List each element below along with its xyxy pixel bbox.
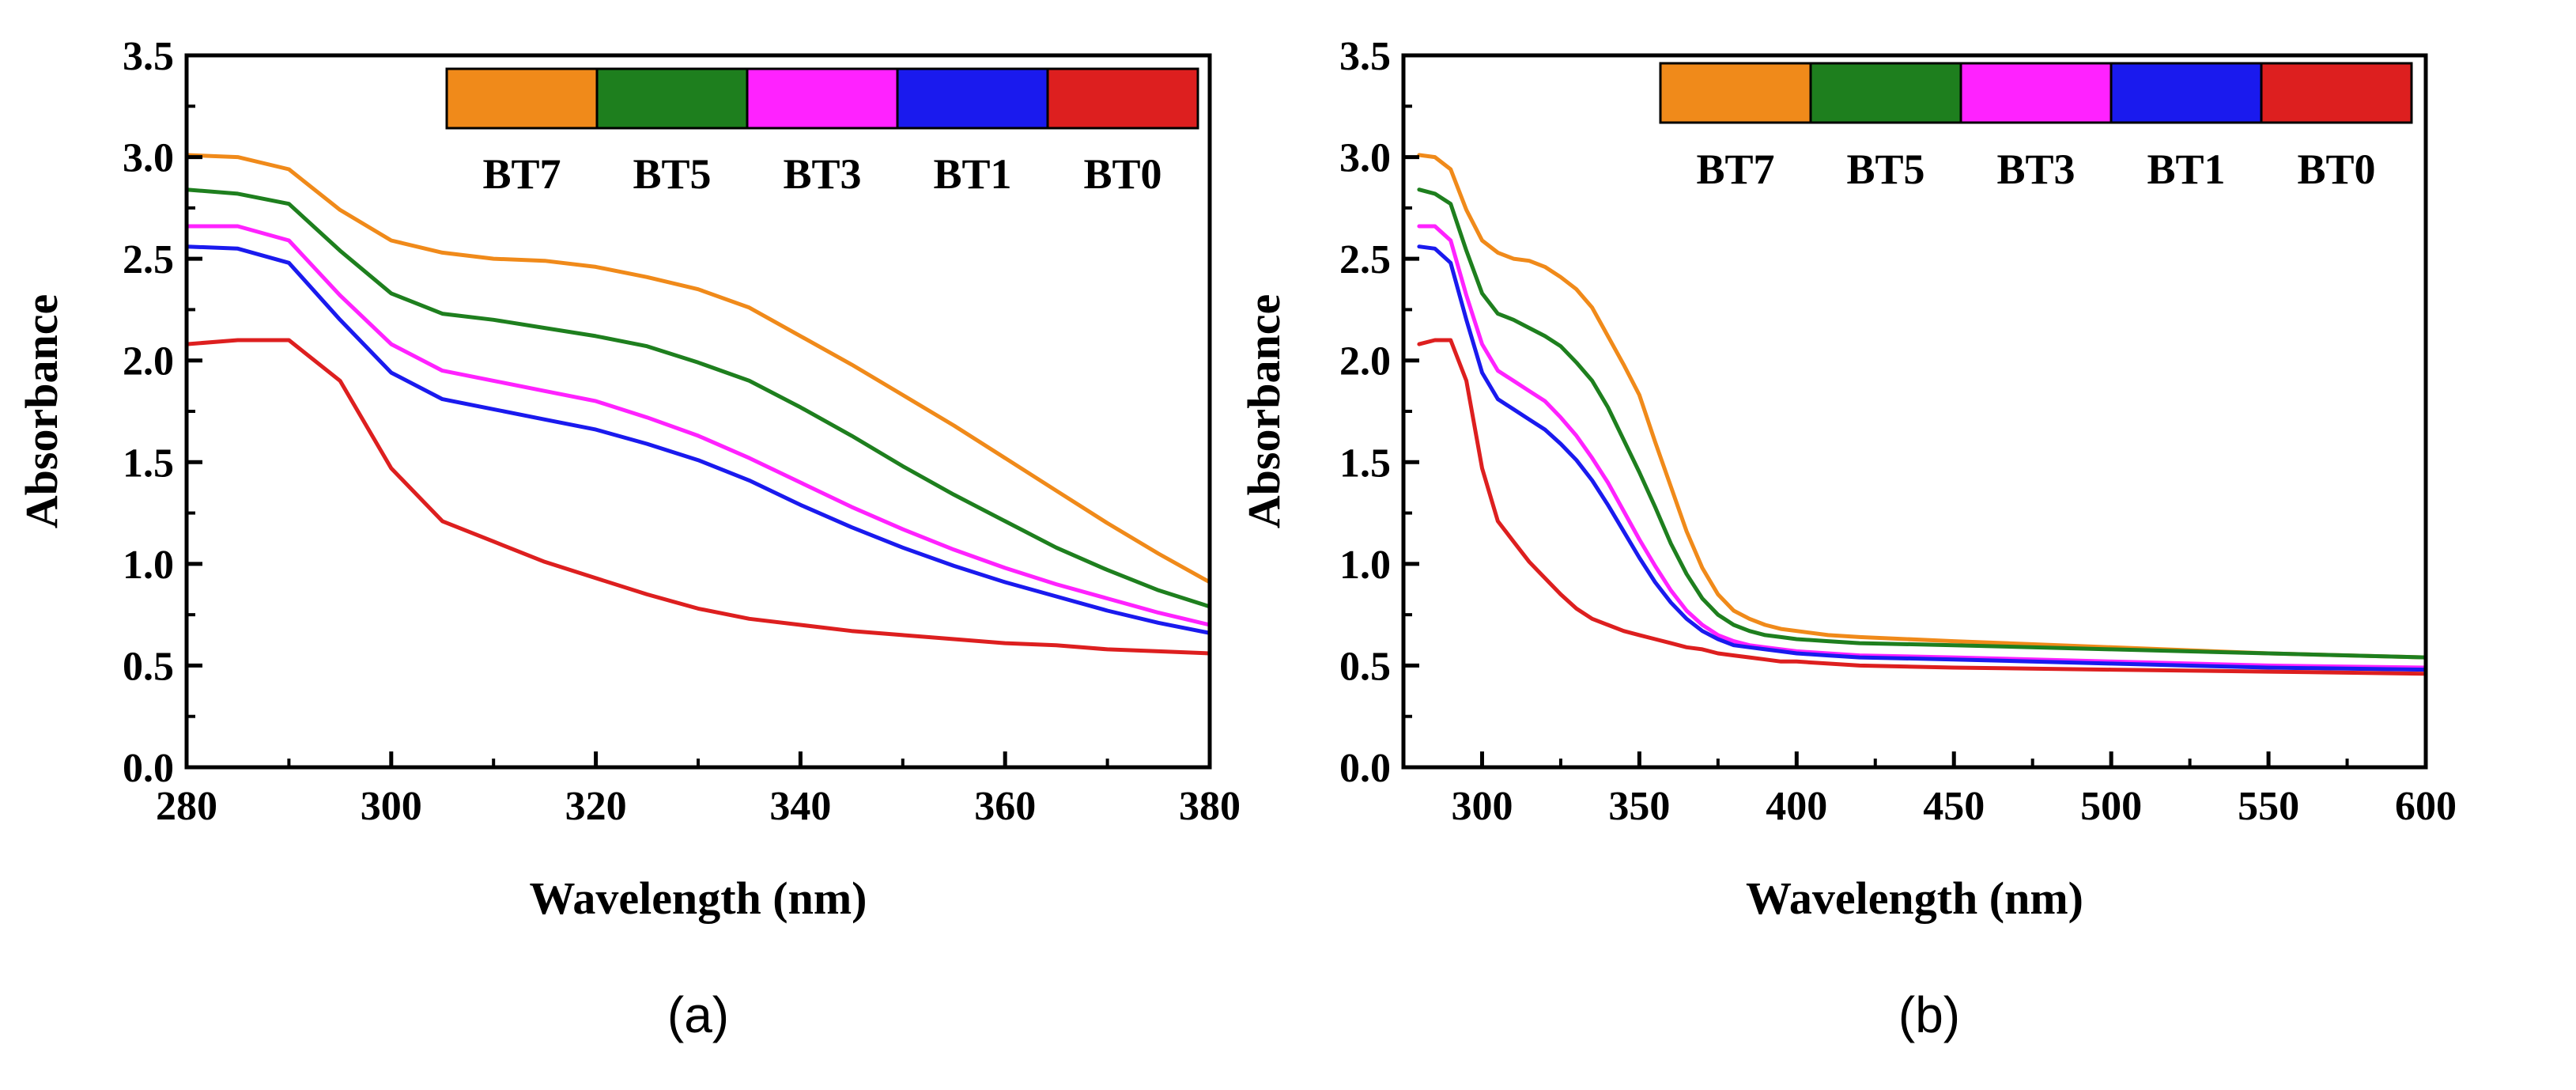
y-tick-label: 0.0 xyxy=(123,746,174,791)
series-line-bt1 xyxy=(1417,244,2428,672)
legend-label-bt0: BT0 xyxy=(2297,146,2375,193)
legend-label-bt1: BT1 xyxy=(2147,146,2225,193)
legend-label-bt0: BT0 xyxy=(1083,150,1161,198)
x-tick-label: 600 xyxy=(2395,784,2457,829)
panel-caption: (b) xyxy=(1898,986,1960,1043)
series-line-bt0 xyxy=(1417,338,2428,676)
series-line-bt3 xyxy=(1417,224,2428,670)
x-tick-label: 400 xyxy=(1766,784,1827,829)
legend-label-bt3: BT3 xyxy=(1996,146,2075,193)
y-tick-label: 0.0 xyxy=(1339,746,1391,791)
series-line-bt3 xyxy=(184,224,1212,627)
chart-panel-b: 0.0 0.5 1.0 1.5 2.0 2.5 3.0 3.5 300 350 400 450 500 5… xyxy=(1238,34,2457,1043)
legend-swatch-bt0 xyxy=(1046,67,1199,130)
y-axis-label: Absorbance xyxy=(1238,294,1290,528)
y-axis-label: Absorbance xyxy=(16,294,67,528)
x-tick-label: 550 xyxy=(2238,784,2299,829)
y-tick-label: 1.5 xyxy=(123,441,174,486)
legend-label-bt7: BT7 xyxy=(482,150,561,198)
legend-swatch-bt0 xyxy=(2260,62,2413,124)
legend-label-bt5: BT5 xyxy=(1846,146,1924,193)
y-tick-label: 2.0 xyxy=(123,339,174,384)
y-tick-label: 0.5 xyxy=(1339,644,1391,689)
series-line-bt7 xyxy=(184,153,1212,585)
y-tick-label: 1.0 xyxy=(1339,543,1391,588)
chart-panel-a: 0.0 0.5 1.0 1.5 2.0 2.5 3.0 3.5 280 300 320 340 360 3… xyxy=(16,34,1241,1043)
x-axis-label: Wavelength (nm) xyxy=(530,872,867,924)
legend-label-bt5: BT5 xyxy=(633,150,711,198)
legend-swatch-bt1 xyxy=(2110,62,2263,124)
legend-swatch-bt5 xyxy=(595,67,749,130)
series-line-bt7 xyxy=(1417,153,2428,660)
legend-swatch-bt5 xyxy=(1809,62,1962,124)
y-tick-label: 3.5 xyxy=(123,34,174,79)
x-tick-label: 350 xyxy=(1608,784,1670,829)
y-tick-label: 3.0 xyxy=(123,136,174,181)
legend-swatch-bt3 xyxy=(1959,62,2113,124)
series-line-bt5 xyxy=(1417,187,2428,660)
x-tick-label: 450 xyxy=(1923,784,1985,829)
legend-swatch-bt7 xyxy=(1659,62,1812,124)
y-tick-label: 2.0 xyxy=(1339,339,1391,384)
x-tick-label: 280 xyxy=(156,784,217,829)
legend-label-bt3: BT3 xyxy=(783,150,861,198)
y-tick-label: 3.5 xyxy=(1339,34,1391,79)
legend-swatch-bt7 xyxy=(445,67,599,130)
panel-caption: (a) xyxy=(667,986,729,1043)
legend-label-bt1: BT1 xyxy=(933,150,1011,198)
legend-swatch-bt3 xyxy=(746,67,899,130)
x-tick-label: 300 xyxy=(1451,784,1513,829)
y-tick-label: 2.5 xyxy=(123,237,174,282)
legend-label-bt7: BT7 xyxy=(1696,146,1774,193)
y-tick-label: 3.0 xyxy=(1339,136,1391,181)
x-tick-label: 320 xyxy=(565,784,627,829)
x-axis-label: Wavelength (nm) xyxy=(1746,872,2083,924)
y-tick-label: 1.5 xyxy=(1339,441,1391,486)
y-tick-label: 1.0 xyxy=(123,543,174,588)
x-tick-label: 300 xyxy=(361,784,422,829)
x-tick-label: 340 xyxy=(769,784,831,829)
x-tick-label: 380 xyxy=(1179,784,1241,829)
y-tick-label: 2.5 xyxy=(1339,237,1391,282)
series-line-bt0 xyxy=(184,338,1212,656)
x-tick-label: 500 xyxy=(2080,784,2142,829)
x-tick-label: 360 xyxy=(974,784,1036,829)
legend-swatch-bt1 xyxy=(896,67,1049,130)
series-line-bt5 xyxy=(184,187,1212,609)
series-line-bt1 xyxy=(184,244,1212,635)
y-tick-label: 0.5 xyxy=(123,644,174,689)
